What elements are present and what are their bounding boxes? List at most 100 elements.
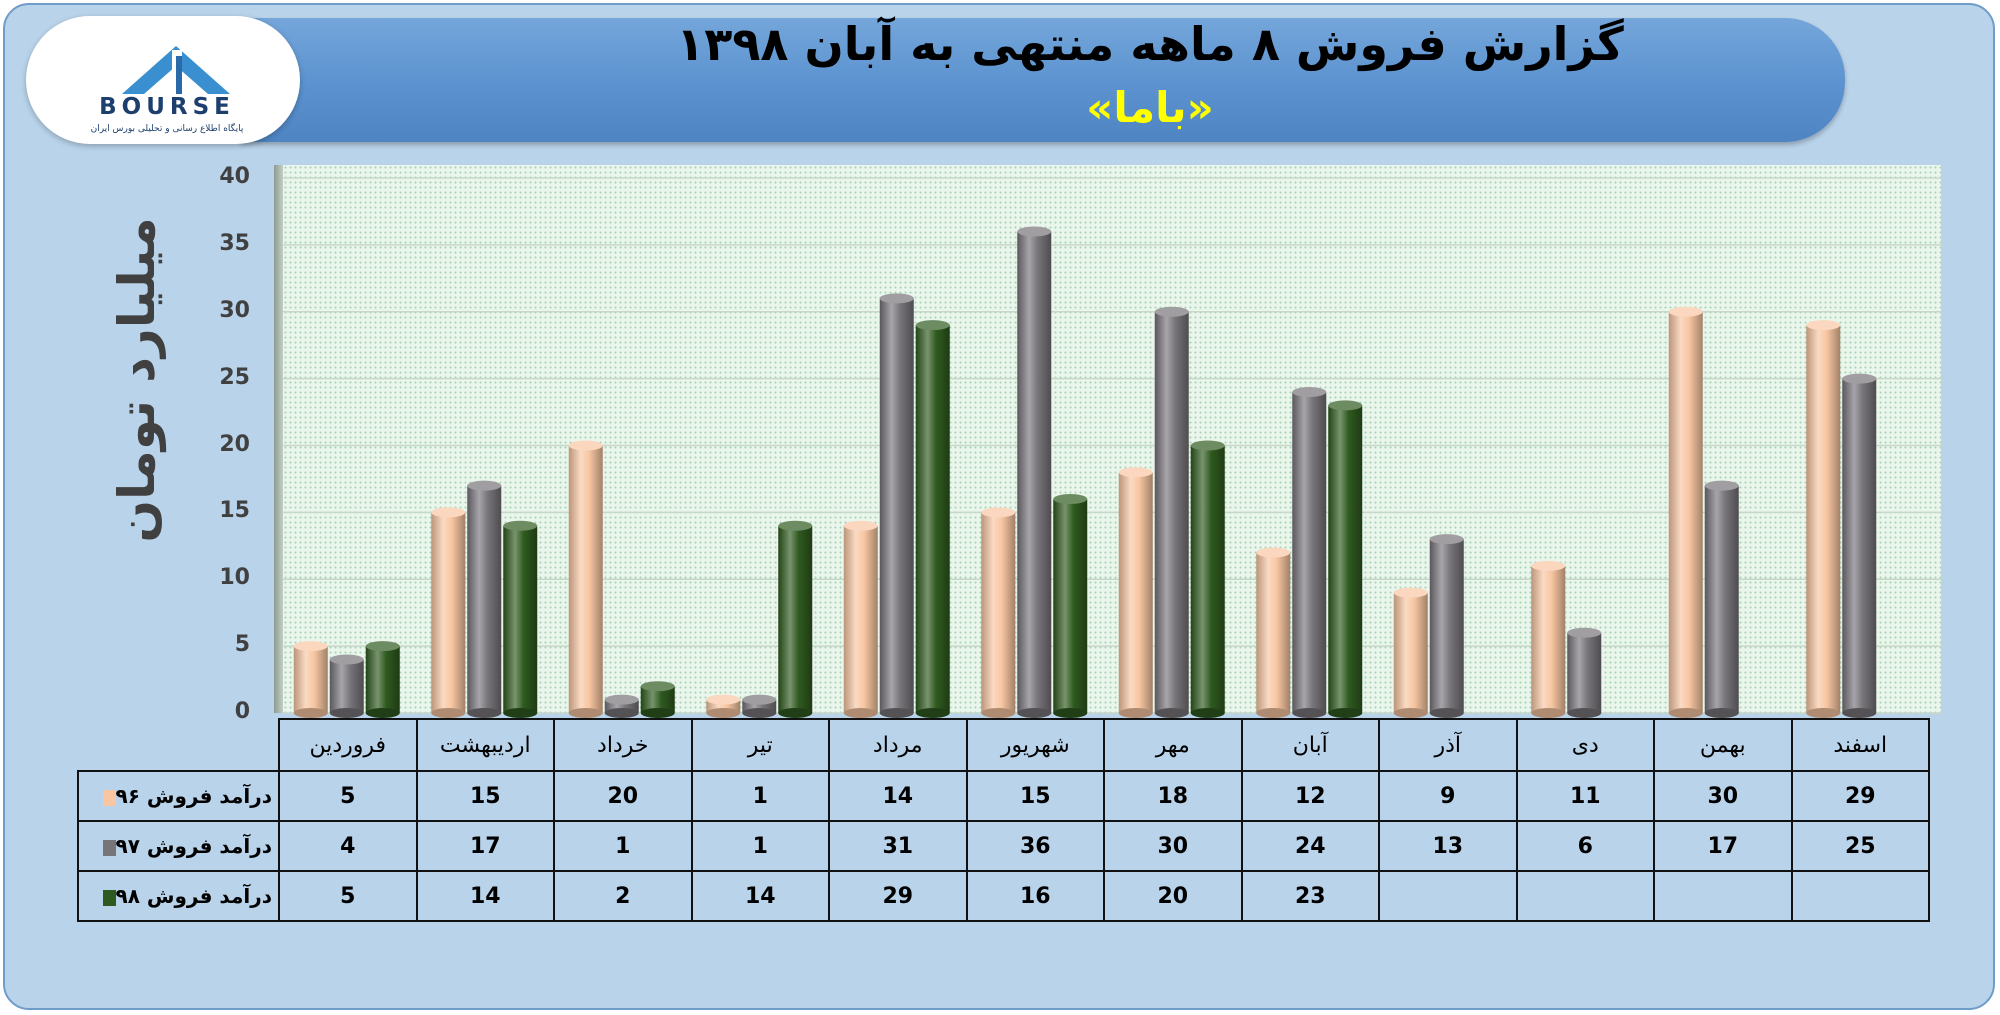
bar-body	[1053, 499, 1088, 713]
bar-cap	[1567, 627, 1602, 638]
bar	[879, 293, 914, 718]
bar-body	[503, 525, 538, 713]
bar-body	[568, 445, 603, 713]
bar-base	[778, 708, 813, 718]
bar-cap	[568, 440, 603, 451]
bar	[431, 507, 466, 718]
bar-cap	[1017, 226, 1052, 237]
logo-mark-icon	[122, 46, 230, 94]
bar-base	[1190, 708, 1225, 718]
bar-base	[293, 708, 328, 718]
bar-body	[1118, 472, 1153, 713]
bar-cap	[1704, 480, 1739, 491]
bar-cap	[915, 320, 950, 331]
y-tick-label: 5	[234, 632, 250, 658]
data-label: 16	[965, 870, 1105, 922]
gridlines	[283, 177, 1941, 714]
bar	[1806, 320, 1841, 718]
bar	[568, 440, 603, 718]
x-tick-label: شهریور	[965, 718, 1105, 772]
bar-base	[1154, 708, 1189, 718]
bar	[742, 694, 777, 718]
bar	[1531, 560, 1566, 718]
data-label: 30	[1653, 770, 1793, 822]
bar	[1256, 547, 1291, 718]
x-tick-label: اردیبهشت	[415, 718, 555, 772]
bar	[915, 320, 950, 718]
bar-body	[1292, 392, 1327, 713]
bar-cap	[640, 681, 675, 692]
legend-swatch	[102, 789, 116, 806]
bar-cap	[1531, 560, 1566, 571]
bar	[1842, 373, 1877, 718]
x-tick-label: تیر	[690, 718, 830, 772]
x-tick-label: آبان	[1240, 718, 1380, 772]
legend-entry: درآمد فروش ۹۸	[77, 870, 280, 922]
data-label: 1	[690, 770, 830, 822]
bar-body	[1256, 552, 1291, 713]
bar-cap	[503, 520, 538, 531]
bar-base	[1256, 708, 1291, 718]
data-label: 20	[1103, 870, 1243, 922]
x-tick-label: دی	[1515, 718, 1655, 772]
bar-cap	[1842, 373, 1877, 384]
bar-body	[1017, 231, 1052, 713]
bar-cap	[604, 694, 639, 705]
legend-entry: درآمد فروش ۹۶	[77, 770, 280, 822]
bar-base	[1668, 708, 1703, 718]
bar	[1328, 400, 1363, 718]
bar-base	[640, 708, 675, 718]
data-label: 2	[553, 870, 693, 922]
y-tick-label: 25	[219, 364, 250, 390]
bar-base	[1292, 708, 1327, 718]
bar-body	[1668, 311, 1703, 713]
data-label: 18	[1103, 770, 1243, 822]
bar-body	[329, 659, 364, 713]
bar-body	[981, 512, 1016, 713]
y-tick-label: 0	[234, 699, 250, 724]
bar	[1292, 387, 1327, 718]
bar	[706, 694, 741, 718]
x-tick-label: آذر	[1378, 718, 1518, 772]
bar-cap	[1668, 306, 1703, 317]
table-row: درآمد فروش ۹۶ 5 15 20 1 14 15 18 12 9 11 30 29	[77, 770, 1930, 822]
data-label	[1515, 870, 1655, 922]
bar-base	[568, 708, 603, 718]
y-tick-label: 35	[219, 230, 250, 256]
bar-cap	[1328, 400, 1363, 411]
data-label: 14	[415, 870, 555, 922]
bar-cap	[329, 654, 364, 665]
data-label: 1	[553, 820, 693, 872]
data-label: 15	[415, 770, 555, 822]
bar-cap	[1190, 440, 1225, 451]
data-label: 36	[965, 820, 1105, 872]
bar-cap	[1053, 494, 1088, 504]
legend-swatch	[102, 889, 116, 906]
bar-base	[1842, 708, 1877, 718]
bar-base	[706, 708, 741, 718]
data-label: 11	[1515, 770, 1655, 822]
bar-body	[1704, 485, 1739, 713]
bar-cap	[1292, 387, 1327, 397]
legend-swatch	[102, 839, 116, 856]
bars	[293, 226, 1877, 718]
data-label: 31	[828, 820, 968, 872]
title-banner	[240, 18, 1845, 142]
x-tick-label: فروردین	[278, 718, 418, 772]
data-label: 23	[1240, 870, 1380, 922]
x-tick-label: مهر	[1103, 718, 1243, 772]
bar-body	[1429, 539, 1464, 713]
bar-cap	[1154, 306, 1189, 317]
bar	[365, 641, 400, 718]
table-corner	[78, 719, 280, 772]
bar-base	[1429, 708, 1464, 718]
data-table: فروردین اردیبهشت خرداد تیر مرداد شهریور مهر آبا…	[77, 718, 1930, 922]
bar	[293, 641, 328, 718]
bar-cap	[843, 520, 878, 531]
bar	[503, 520, 538, 718]
chart-subtitle: «باما»	[1086, 83, 1214, 132]
bar	[640, 681, 675, 718]
data-label: 30	[1103, 820, 1243, 872]
